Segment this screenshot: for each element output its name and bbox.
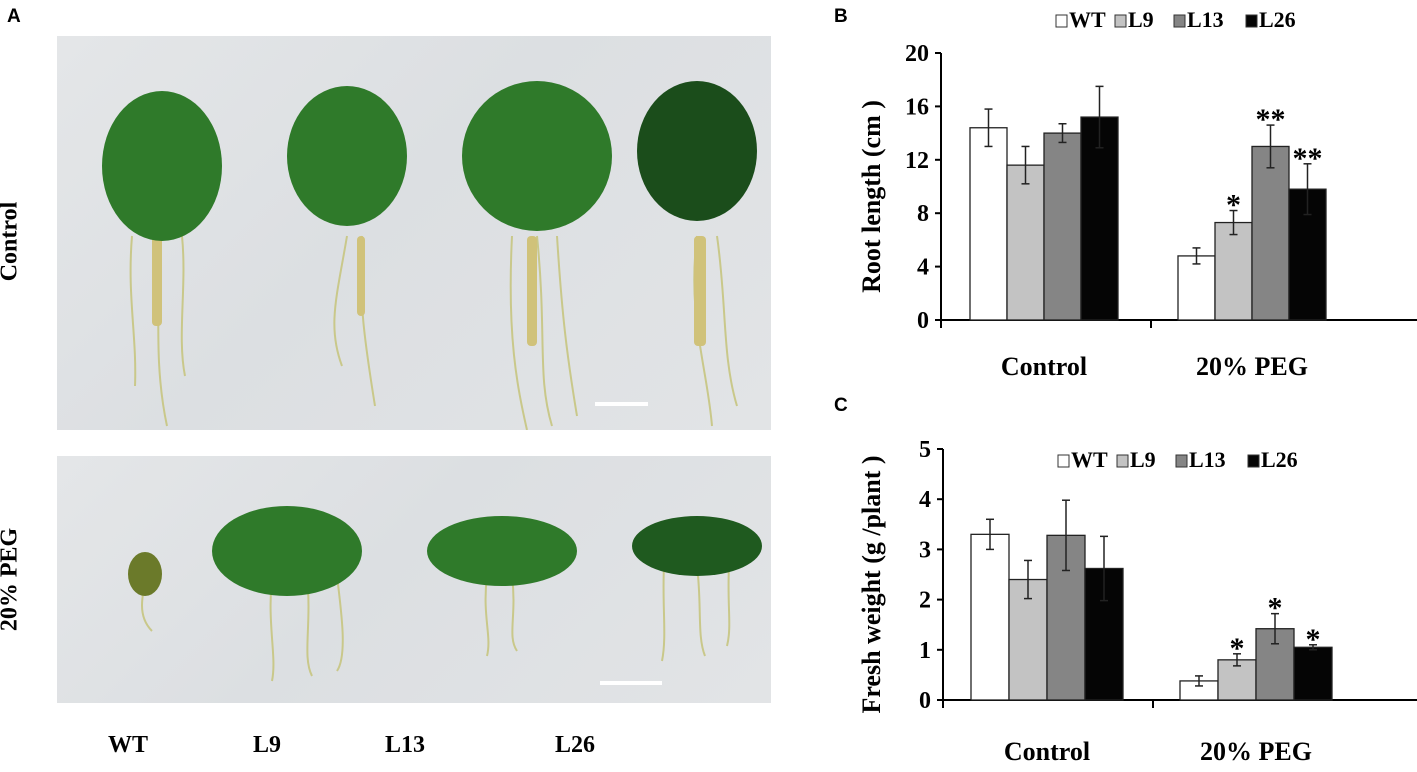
bar-l13 (1043, 132, 1082, 321)
legend-label: L26 (1259, 7, 1296, 32)
legend-label: WT (1069, 7, 1106, 32)
significance-marker: * (1226, 189, 1241, 222)
y-tick-label: 16 (905, 94, 929, 120)
category-label: 20% PEG (1200, 737, 1312, 766)
category-label: Control (1001, 352, 1087, 380)
y-tick-label: 0 (917, 308, 929, 334)
photo-control (57, 36, 771, 430)
column-label-l26: L26 (555, 732, 596, 758)
bar-wt (969, 127, 1008, 321)
scale-bar-control (595, 402, 648, 406)
bar-wt (970, 533, 1010, 701)
significance-marker: * (1230, 632, 1245, 665)
plants-peg-illustration (128, 506, 762, 682)
panel-c-letter: C (834, 395, 848, 416)
chart-fresh-weight: 0 1 2 3 4 5 Fresh weight (g /plant ) Control * * *… (857, 437, 1417, 766)
legend-label: L9 (1128, 7, 1154, 32)
y-tick-label: 3 (919, 537, 931, 563)
legend-swatch (1245, 14, 1258, 28)
y-tick-label: 8 (917, 201, 929, 227)
category-label: Control (1004, 737, 1090, 766)
y-tick-label: 20 (905, 41, 929, 67)
y-tick-label: 4 (919, 487, 931, 513)
y-axis-label: Root length (cm ) (857, 100, 886, 293)
legend-swatch (1175, 454, 1188, 468)
bar-l9 (1006, 164, 1045, 321)
plants-control-illustration (102, 81, 757, 430)
legend-swatch (1057, 454, 1070, 468)
legend-label: L13 (1189, 447, 1226, 472)
y-tick-label: 4 (917, 255, 929, 281)
legend-label: L26 (1261, 447, 1298, 472)
significance-marker: ** (1256, 103, 1286, 136)
row-label-control: Control (0, 201, 23, 282)
legend-label: L9 (1130, 447, 1156, 472)
y-tick-label: 5 (919, 437, 931, 463)
significance-marker: * (1268, 592, 1283, 625)
bar-l9 (1214, 221, 1253, 321)
bar-l13 (1251, 145, 1290, 321)
bar-l26 (1293, 646, 1333, 701)
bar-l26 (1080, 116, 1119, 321)
legend-swatch (1114, 14, 1127, 28)
y-tick-label: 1 (919, 638, 931, 664)
row-label-peg: 20% PEG (0, 527, 23, 632)
bar-wt (1177, 255, 1216, 321)
legend-swatch (1055, 14, 1068, 28)
legend-swatch (1173, 14, 1186, 28)
significance-marker: * (1306, 623, 1321, 656)
y-tick-label: 2 (919, 588, 931, 614)
significance-marker: ** (1293, 142, 1323, 175)
category-label: 20% PEG (1196, 352, 1308, 380)
photo-peg (57, 456, 771, 703)
panel-a-letter: A (7, 6, 21, 27)
column-label-l9: L9 (253, 732, 282, 758)
panel-b-letter: B (834, 6, 848, 27)
y-axis-label: Fresh weight (g /plant ) (857, 455, 886, 713)
y-tick-label: 12 (905, 148, 929, 174)
legend-swatch (1247, 454, 1260, 468)
legend-label: L13 (1187, 7, 1224, 32)
bar-l9 (1008, 578, 1048, 701)
y-tick-label: 0 (919, 688, 931, 714)
legend-swatch (1116, 454, 1129, 468)
legend-label: WT (1071, 447, 1108, 472)
scale-bar-peg (600, 681, 662, 685)
column-label-wt: WT (108, 732, 149, 758)
column-label-l13: L13 (385, 732, 426, 758)
